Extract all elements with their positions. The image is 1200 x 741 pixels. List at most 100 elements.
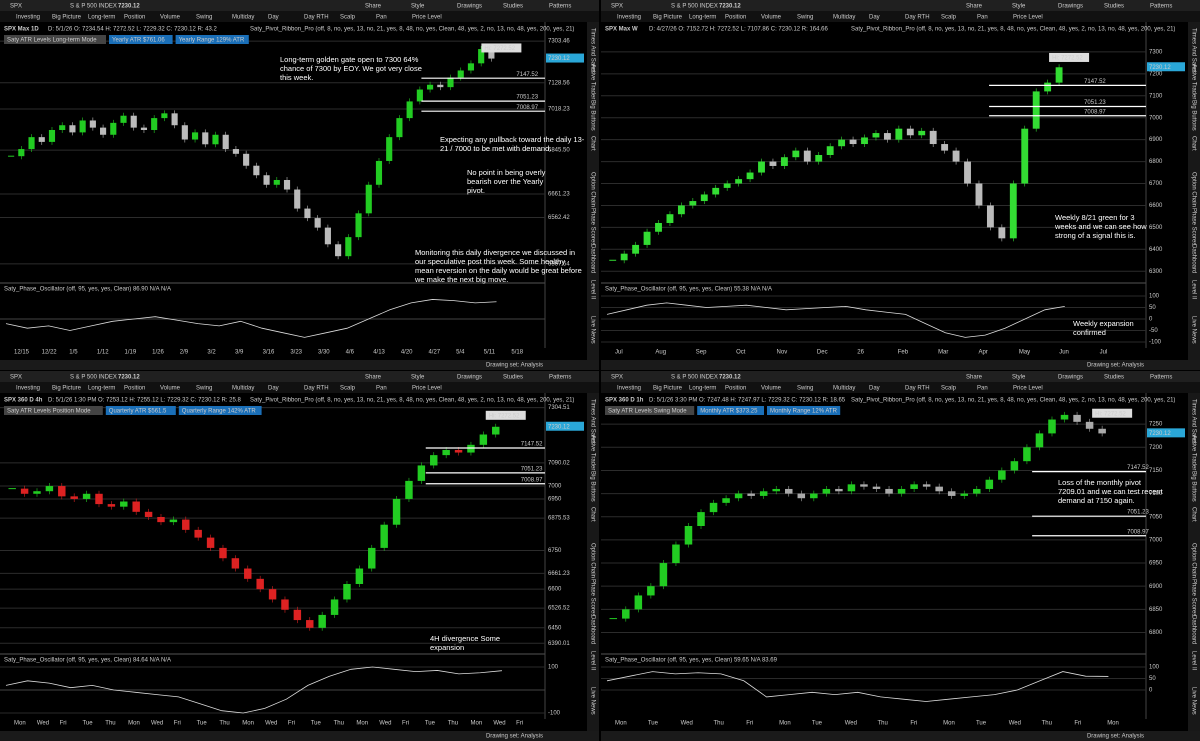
- side-tab[interactable]: Chart: [589, 136, 595, 151]
- menu-item[interactable]: Long-term: [88, 386, 115, 392]
- menu-item[interactable]: Multiday: [833, 15, 855, 21]
- side-tab[interactable]: Level II: [589, 280, 595, 300]
- side-tab[interactable]: Level II: [589, 651, 595, 671]
- toolbar-button[interactable]: Style: [411, 375, 425, 381]
- menu-item[interactable]: Price Level: [412, 386, 442, 392]
- menu-item[interactable]: Investing: [617, 15, 641, 21]
- menu-item[interactable]: Swing: [196, 386, 212, 392]
- menu-item[interactable]: Scalp: [340, 386, 356, 392]
- toolbar-button[interactable]: Studies: [503, 4, 523, 10]
- toolbar-button[interactable]: Drawings: [457, 4, 482, 10]
- side-tab[interactable]: Live News: [1190, 316, 1196, 344]
- side-tab[interactable]: Active Trader: [589, 64, 595, 99]
- menu-item[interactable]: Position: [725, 386, 746, 392]
- side-tab[interactable]: Option Chain: [589, 543, 595, 578]
- side-tab[interactable]: Phase Scores: [1190, 208, 1196, 245]
- menu-item[interactable]: Long-term: [88, 15, 115, 21]
- side-tab[interactable]: Level II: [1190, 651, 1196, 671]
- side-tab[interactable]: Dashboard: [589, 615, 595, 644]
- side-tab[interactable]: Phase Scores: [589, 579, 595, 616]
- side-tab[interactable]: Dashboard: [1190, 615, 1196, 644]
- side-tab[interactable]: Big Buttons: [589, 471, 595, 502]
- side-tab[interactable]: Live News: [589, 316, 595, 344]
- side-tab[interactable]: Times And Sales: [589, 399, 595, 444]
- menu-item[interactable]: Scalp: [340, 15, 356, 21]
- menu-item[interactable]: Swing: [797, 15, 813, 21]
- menu-item[interactable]: Day: [869, 15, 880, 21]
- menu-item[interactable]: Volume: [761, 386, 782, 392]
- symbol[interactable]: SPX: [10, 375, 22, 381]
- side-tab[interactable]: Big Buttons: [1190, 100, 1196, 131]
- side-tab[interactable]: Times And Sales: [1190, 28, 1196, 73]
- toolbar-button[interactable]: Drawings: [1058, 375, 1083, 381]
- side-tab[interactable]: Active Trader: [589, 435, 595, 470]
- side-tab[interactable]: Option Chain: [1190, 172, 1196, 207]
- toolbar-button[interactable]: Style: [1012, 375, 1026, 381]
- toolbar-button[interactable]: Patterns: [549, 375, 571, 381]
- toolbar-button[interactable]: Share: [365, 4, 382, 10]
- toolbar-button[interactable]: Share: [365, 375, 382, 381]
- menu-item[interactable]: Big Picture: [653, 386, 683, 392]
- side-tab[interactable]: Chart: [1190, 136, 1196, 151]
- menu-item[interactable]: Volume: [160, 386, 181, 392]
- toolbar-button[interactable]: Studies: [1104, 375, 1124, 381]
- toolbar-button[interactable]: Style: [1012, 4, 1026, 10]
- menu-item[interactable]: Multiday: [232, 386, 254, 392]
- side-tab[interactable]: Dashboard: [1190, 244, 1196, 273]
- menu-item[interactable]: Long-term: [689, 15, 716, 21]
- side-tab[interactable]: Option Chain: [1190, 543, 1196, 578]
- side-tab[interactable]: Option Chain: [589, 172, 595, 207]
- menu-item[interactable]: Position: [725, 15, 746, 21]
- side-tab[interactable]: Chart: [589, 507, 595, 522]
- side-tab[interactable]: Active Trader: [1190, 435, 1196, 470]
- side-tab[interactable]: Level II: [1190, 280, 1196, 300]
- menu-item[interactable]: Big Picture: [52, 386, 82, 392]
- menu-item[interactable]: Day RTH: [905, 15, 930, 21]
- menu-item[interactable]: Swing: [196, 15, 212, 21]
- side-tab[interactable]: Active Trader: [1190, 64, 1196, 99]
- side-tab[interactable]: Phase Scores: [1190, 579, 1196, 616]
- menu-item[interactable]: Position: [124, 386, 145, 392]
- side-tab[interactable]: Chart: [1190, 507, 1196, 522]
- menu-item[interactable]: Pan: [977, 15, 988, 21]
- side-tab[interactable]: Big Buttons: [589, 100, 595, 131]
- menu-item[interactable]: Day: [268, 386, 279, 392]
- symbol[interactable]: SPX: [611, 4, 623, 10]
- menu-item[interactable]: Pan: [376, 15, 387, 21]
- menu-item[interactable]: Volume: [160, 15, 181, 21]
- toolbar-button[interactable]: Share: [966, 375, 983, 381]
- menu-item[interactable]: Price Level: [1013, 15, 1043, 21]
- side-tab[interactable]: Phase Scores: [589, 208, 595, 245]
- menu-item[interactable]: Price Level: [1013, 386, 1043, 392]
- menu-item[interactable]: Swing: [797, 386, 813, 392]
- toolbar-button[interactable]: Drawings: [1058, 4, 1083, 10]
- menu-item[interactable]: Pan: [376, 386, 387, 392]
- menu-item[interactable]: Volume: [761, 15, 782, 21]
- menu-item[interactable]: Multiday: [232, 15, 254, 21]
- side-tab[interactable]: Times And Sales: [589, 28, 595, 73]
- menu-item[interactable]: Position: [124, 15, 145, 21]
- menu-item[interactable]: Day RTH: [304, 15, 329, 21]
- toolbar-button[interactable]: Patterns: [1150, 4, 1172, 10]
- menu-item[interactable]: Day: [268, 15, 279, 21]
- menu-item[interactable]: Scalp: [941, 386, 957, 392]
- toolbar-button[interactable]: Patterns: [549, 4, 571, 10]
- menu-item[interactable]: Day: [869, 386, 880, 392]
- menu-item[interactable]: Day RTH: [905, 386, 930, 392]
- symbol[interactable]: SPX: [10, 4, 22, 10]
- menu-item[interactable]: Day RTH: [304, 386, 329, 392]
- menu-item[interactable]: Scalp: [941, 15, 957, 21]
- toolbar-button[interactable]: Drawings: [457, 375, 482, 381]
- toolbar-button[interactable]: Studies: [1104, 4, 1124, 10]
- menu-item[interactable]: Big Picture: [653, 15, 683, 21]
- side-tab[interactable]: Big Buttons: [1190, 471, 1196, 502]
- menu-item[interactable]: Pan: [977, 386, 988, 392]
- toolbar-button[interactable]: Patterns: [1150, 375, 1172, 381]
- menu-item[interactable]: Multiday: [833, 386, 855, 392]
- menu-item[interactable]: Investing: [16, 15, 40, 21]
- side-tab[interactable]: Live News: [589, 687, 595, 715]
- menu-item[interactable]: Investing: [16, 386, 40, 392]
- menu-item[interactable]: Investing: [617, 386, 641, 392]
- side-tab[interactable]: Dashboard: [589, 244, 595, 273]
- menu-item[interactable]: Long-term: [689, 386, 716, 392]
